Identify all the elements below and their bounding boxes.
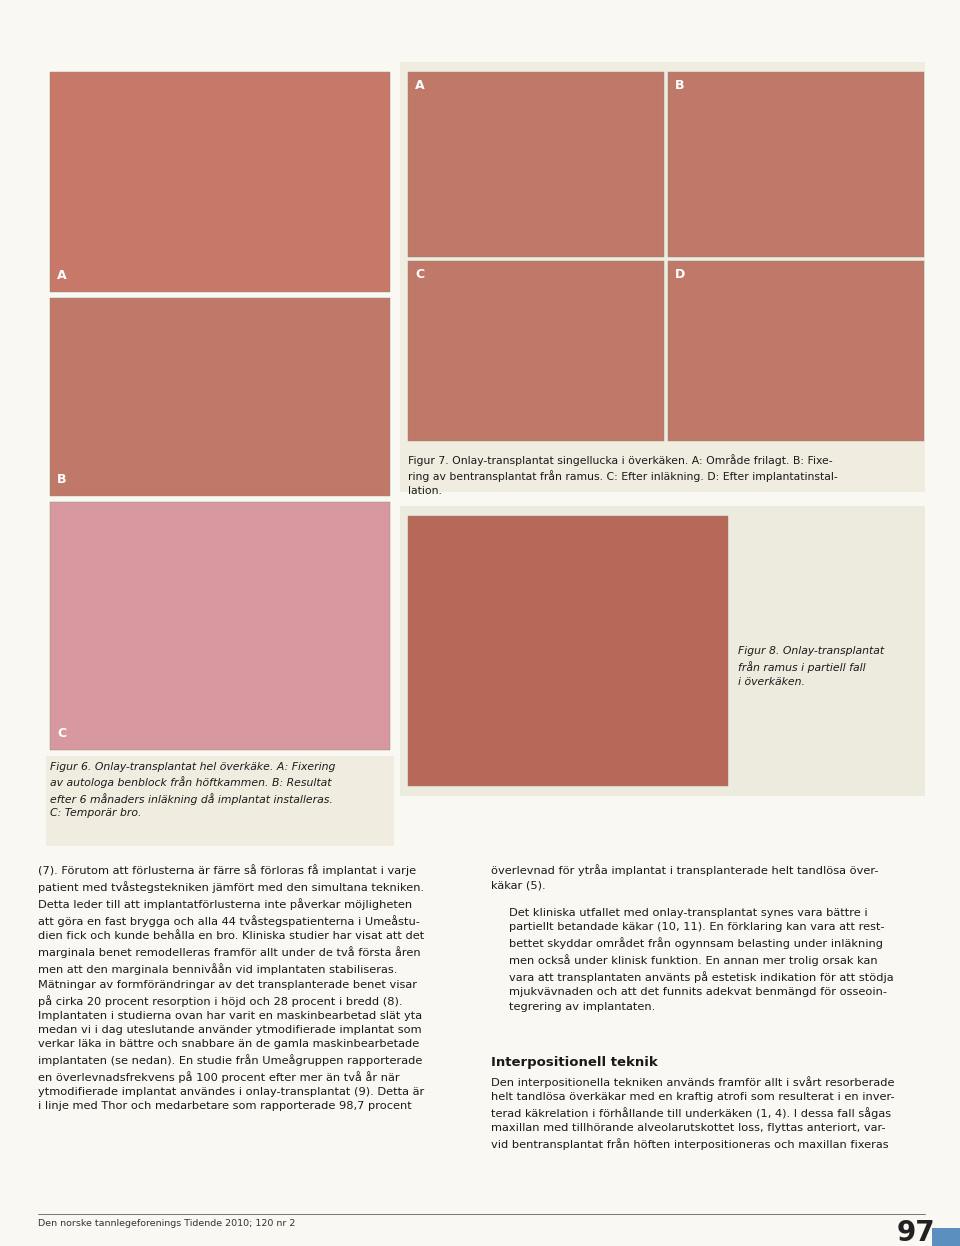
Text: B: B xyxy=(675,78,684,92)
Text: (7). Förutom att förlusterna är färre så förloras få implantat i varje
patient m: (7). Förutom att förlusterna är färre så… xyxy=(38,863,424,1111)
Bar xyxy=(932,1229,960,1246)
Bar xyxy=(50,72,390,292)
Bar xyxy=(400,506,925,796)
Bar xyxy=(408,260,664,441)
Text: överlevnad för ytråa implantat i transplanterade helt tandlösa över-
käkar (5).: överlevnad för ytråa implantat i transpl… xyxy=(491,863,878,890)
Text: C: C xyxy=(415,268,424,282)
Text: Den interpositionella tekniken används framför allt i svårt resorberade
helt tan: Den interpositionella tekniken används f… xyxy=(491,1077,895,1150)
Text: Figur 7. Onlay-transplantat singellucka i överkäken. A: Område frilagt. B: Fixe-: Figur 7. Onlay-transplantat singellucka … xyxy=(408,454,838,496)
Bar xyxy=(668,72,924,257)
Text: Interpositionell teknik: Interpositionell teknik xyxy=(491,1057,658,1069)
Text: A: A xyxy=(415,78,424,92)
Bar xyxy=(400,62,925,492)
Bar xyxy=(408,72,664,257)
Bar xyxy=(668,260,924,441)
Bar xyxy=(46,756,394,846)
Text: D: D xyxy=(675,268,685,282)
Text: Den norske tannlegeforenings Tidende 2010; 120 nr 2: Den norske tannlegeforenings Tidende 201… xyxy=(38,1219,296,1229)
Text: A: A xyxy=(57,269,66,282)
Text: Figur 8. Onlay-transplantat
från ramus i partiell fall
i överkäken.: Figur 8. Onlay-transplantat från ramus i… xyxy=(738,645,884,687)
Bar xyxy=(408,516,728,786)
Bar xyxy=(50,502,390,750)
Text: B: B xyxy=(57,473,66,486)
Text: 97: 97 xyxy=(897,1219,936,1246)
Text: Det kliniska utfallet med onlay-transplantat synes vara bättre i
partiellt betan: Det kliniska utfallet med onlay-transpla… xyxy=(509,908,894,1012)
Text: C: C xyxy=(57,726,66,740)
Text: Figur 6. Onlay-transplantat hel överkäke. A: Fixering
av autologa benblock från : Figur 6. Onlay-transplantat hel överkäke… xyxy=(50,763,335,819)
Bar xyxy=(50,298,390,496)
